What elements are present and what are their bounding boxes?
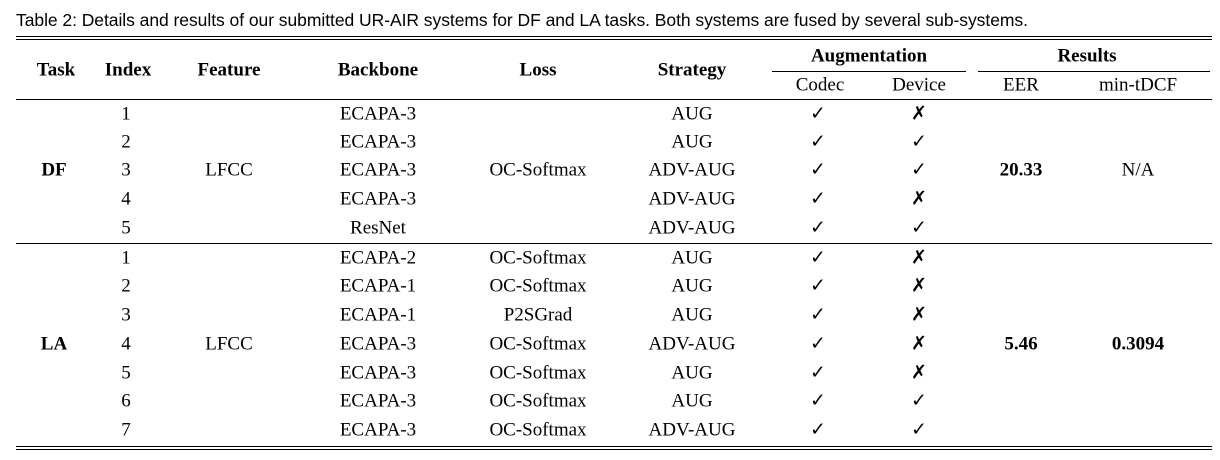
backbone-cell: ECAPA-3	[339, 103, 417, 125]
task-la: LA	[40, 333, 68, 355]
loss-cell: OC-Softmax	[489, 362, 587, 384]
device-cross-icon: ✗	[911, 274, 927, 297]
codec-check-icon: ✓	[810, 216, 826, 239]
strategy-cell: ADV-AUG	[648, 333, 736, 355]
results-rule	[978, 71, 1210, 72]
loss-df: OC-Softmax	[489, 159, 587, 181]
device-check-icon: ✓	[911, 216, 927, 239]
task-df: DF	[41, 159, 67, 181]
strategy-cell: AUG	[671, 247, 713, 269]
header-loss: Loss	[519, 59, 557, 81]
header-device: Device	[892, 74, 946, 96]
strategy-cell: AUG	[671, 131, 713, 153]
backbone-cell: ECAPA-2	[339, 247, 417, 269]
group-rule	[16, 243, 1212, 244]
loss-cell: OC-Softmax	[489, 247, 587, 269]
device-cross-icon: ✗	[911, 246, 927, 269]
eer-la: 5.46	[1004, 333, 1038, 355]
index-cell: 3	[121, 159, 131, 181]
device-check-icon: ✓	[911, 130, 927, 153]
backbone-cell: ECAPA-1	[339, 275, 417, 297]
top-rule	[16, 36, 1212, 37]
index-cell: 1	[121, 103, 131, 125]
device-check-icon: ✓	[911, 389, 927, 412]
index-cell: 2	[121, 275, 131, 297]
backbone-cell: ECAPA-3	[339, 362, 417, 384]
strategy-cell: AUG	[671, 362, 713, 384]
codec-check-icon: ✓	[810, 246, 826, 269]
codec-check-icon: ✓	[810, 102, 826, 125]
header-eer: EER	[1003, 74, 1039, 96]
header-index: Index	[104, 59, 152, 81]
device-cross-icon: ✗	[911, 102, 927, 125]
backbone-cell: ResNet	[350, 217, 406, 239]
device-cross-icon: ✗	[911, 361, 927, 384]
codec-check-icon: ✓	[810, 418, 826, 441]
bottom-rule-second	[16, 449, 1212, 450]
table-caption: Table 2: Details and results of our subm…	[16, 10, 1028, 30]
header-backbone: Backbone	[337, 59, 419, 81]
codec-check-icon: ✓	[810, 130, 826, 153]
index-cell: 4	[121, 188, 131, 210]
index-cell: 1	[121, 247, 131, 269]
feature-df: LFCC	[205, 159, 253, 181]
index-cell: 2	[121, 131, 131, 153]
loss-cell: OC-Softmax	[489, 275, 587, 297]
codec-check-icon: ✓	[810, 303, 826, 326]
bottom-rule	[16, 446, 1212, 447]
device-cross-icon: ✗	[911, 303, 927, 326]
loss-cell: OC-Softmax	[489, 333, 587, 355]
device-check-icon: ✓	[911, 158, 927, 181]
header-min-tdcf: min-tDCF	[1098, 74, 1178, 96]
min-tdcf-df: N/A	[1121, 159, 1155, 181]
strategy-cell: AUG	[671, 275, 713, 297]
strategy-cell: ADV-AUG	[648, 217, 736, 239]
backbone-cell: ECAPA-3	[339, 131, 417, 153]
feature-la: LFCC	[205, 333, 253, 355]
index-cell: 3	[121, 304, 131, 326]
eer-df: 20.33	[999, 159, 1043, 181]
backbone-cell: ECAPA-3	[339, 188, 417, 210]
header-feature: Feature	[197, 59, 261, 81]
index-cell: 5	[121, 362, 131, 384]
codec-check-icon: ✓	[810, 158, 826, 181]
device-cross-icon: ✗	[911, 187, 927, 210]
codec-check-icon: ✓	[810, 389, 826, 412]
backbone-cell: ECAPA-3	[339, 159, 417, 181]
index-cell: 6	[121, 390, 131, 412]
strategy-cell: AUG	[671, 103, 713, 125]
index-cell: 7	[121, 419, 131, 441]
header-strategy: Strategy	[657, 59, 727, 81]
header-results: Results	[1057, 45, 1117, 67]
strategy-cell: AUG	[671, 390, 713, 412]
loss-cell: P2SGrad	[503, 304, 573, 326]
strategy-cell: ADV-AUG	[648, 188, 736, 210]
backbone-cell: ECAPA-1	[339, 304, 417, 326]
strategy-cell: AUG	[671, 304, 713, 326]
loss-cell: OC-Softmax	[489, 419, 587, 441]
index-cell: 4	[121, 333, 131, 355]
header-task: Task	[36, 59, 76, 81]
top-rule-second	[16, 39, 1212, 40]
strategy-cell: ADV-AUG	[648, 419, 736, 441]
header-rule	[16, 99, 1212, 100]
codec-check-icon: ✓	[810, 187, 826, 210]
augmentation-rule	[772, 71, 966, 72]
codec-check-icon: ✓	[810, 361, 826, 384]
strategy-cell: ADV-AUG	[648, 159, 736, 181]
backbone-cell: ECAPA-3	[339, 419, 417, 441]
header-codec: Codec	[795, 74, 845, 96]
codec-check-icon: ✓	[810, 274, 826, 297]
loss-cell: OC-Softmax	[489, 390, 587, 412]
device-check-icon: ✓	[911, 418, 927, 441]
backbone-cell: ECAPA-3	[339, 390, 417, 412]
backbone-cell: ECAPA-3	[339, 333, 417, 355]
header-augmentation: Augmentation	[810, 45, 928, 67]
index-cell: 5	[121, 217, 131, 239]
min-tdcf-la: 0.3094	[1111, 333, 1165, 355]
codec-check-icon: ✓	[810, 332, 826, 355]
device-cross-icon: ✗	[911, 332, 927, 355]
